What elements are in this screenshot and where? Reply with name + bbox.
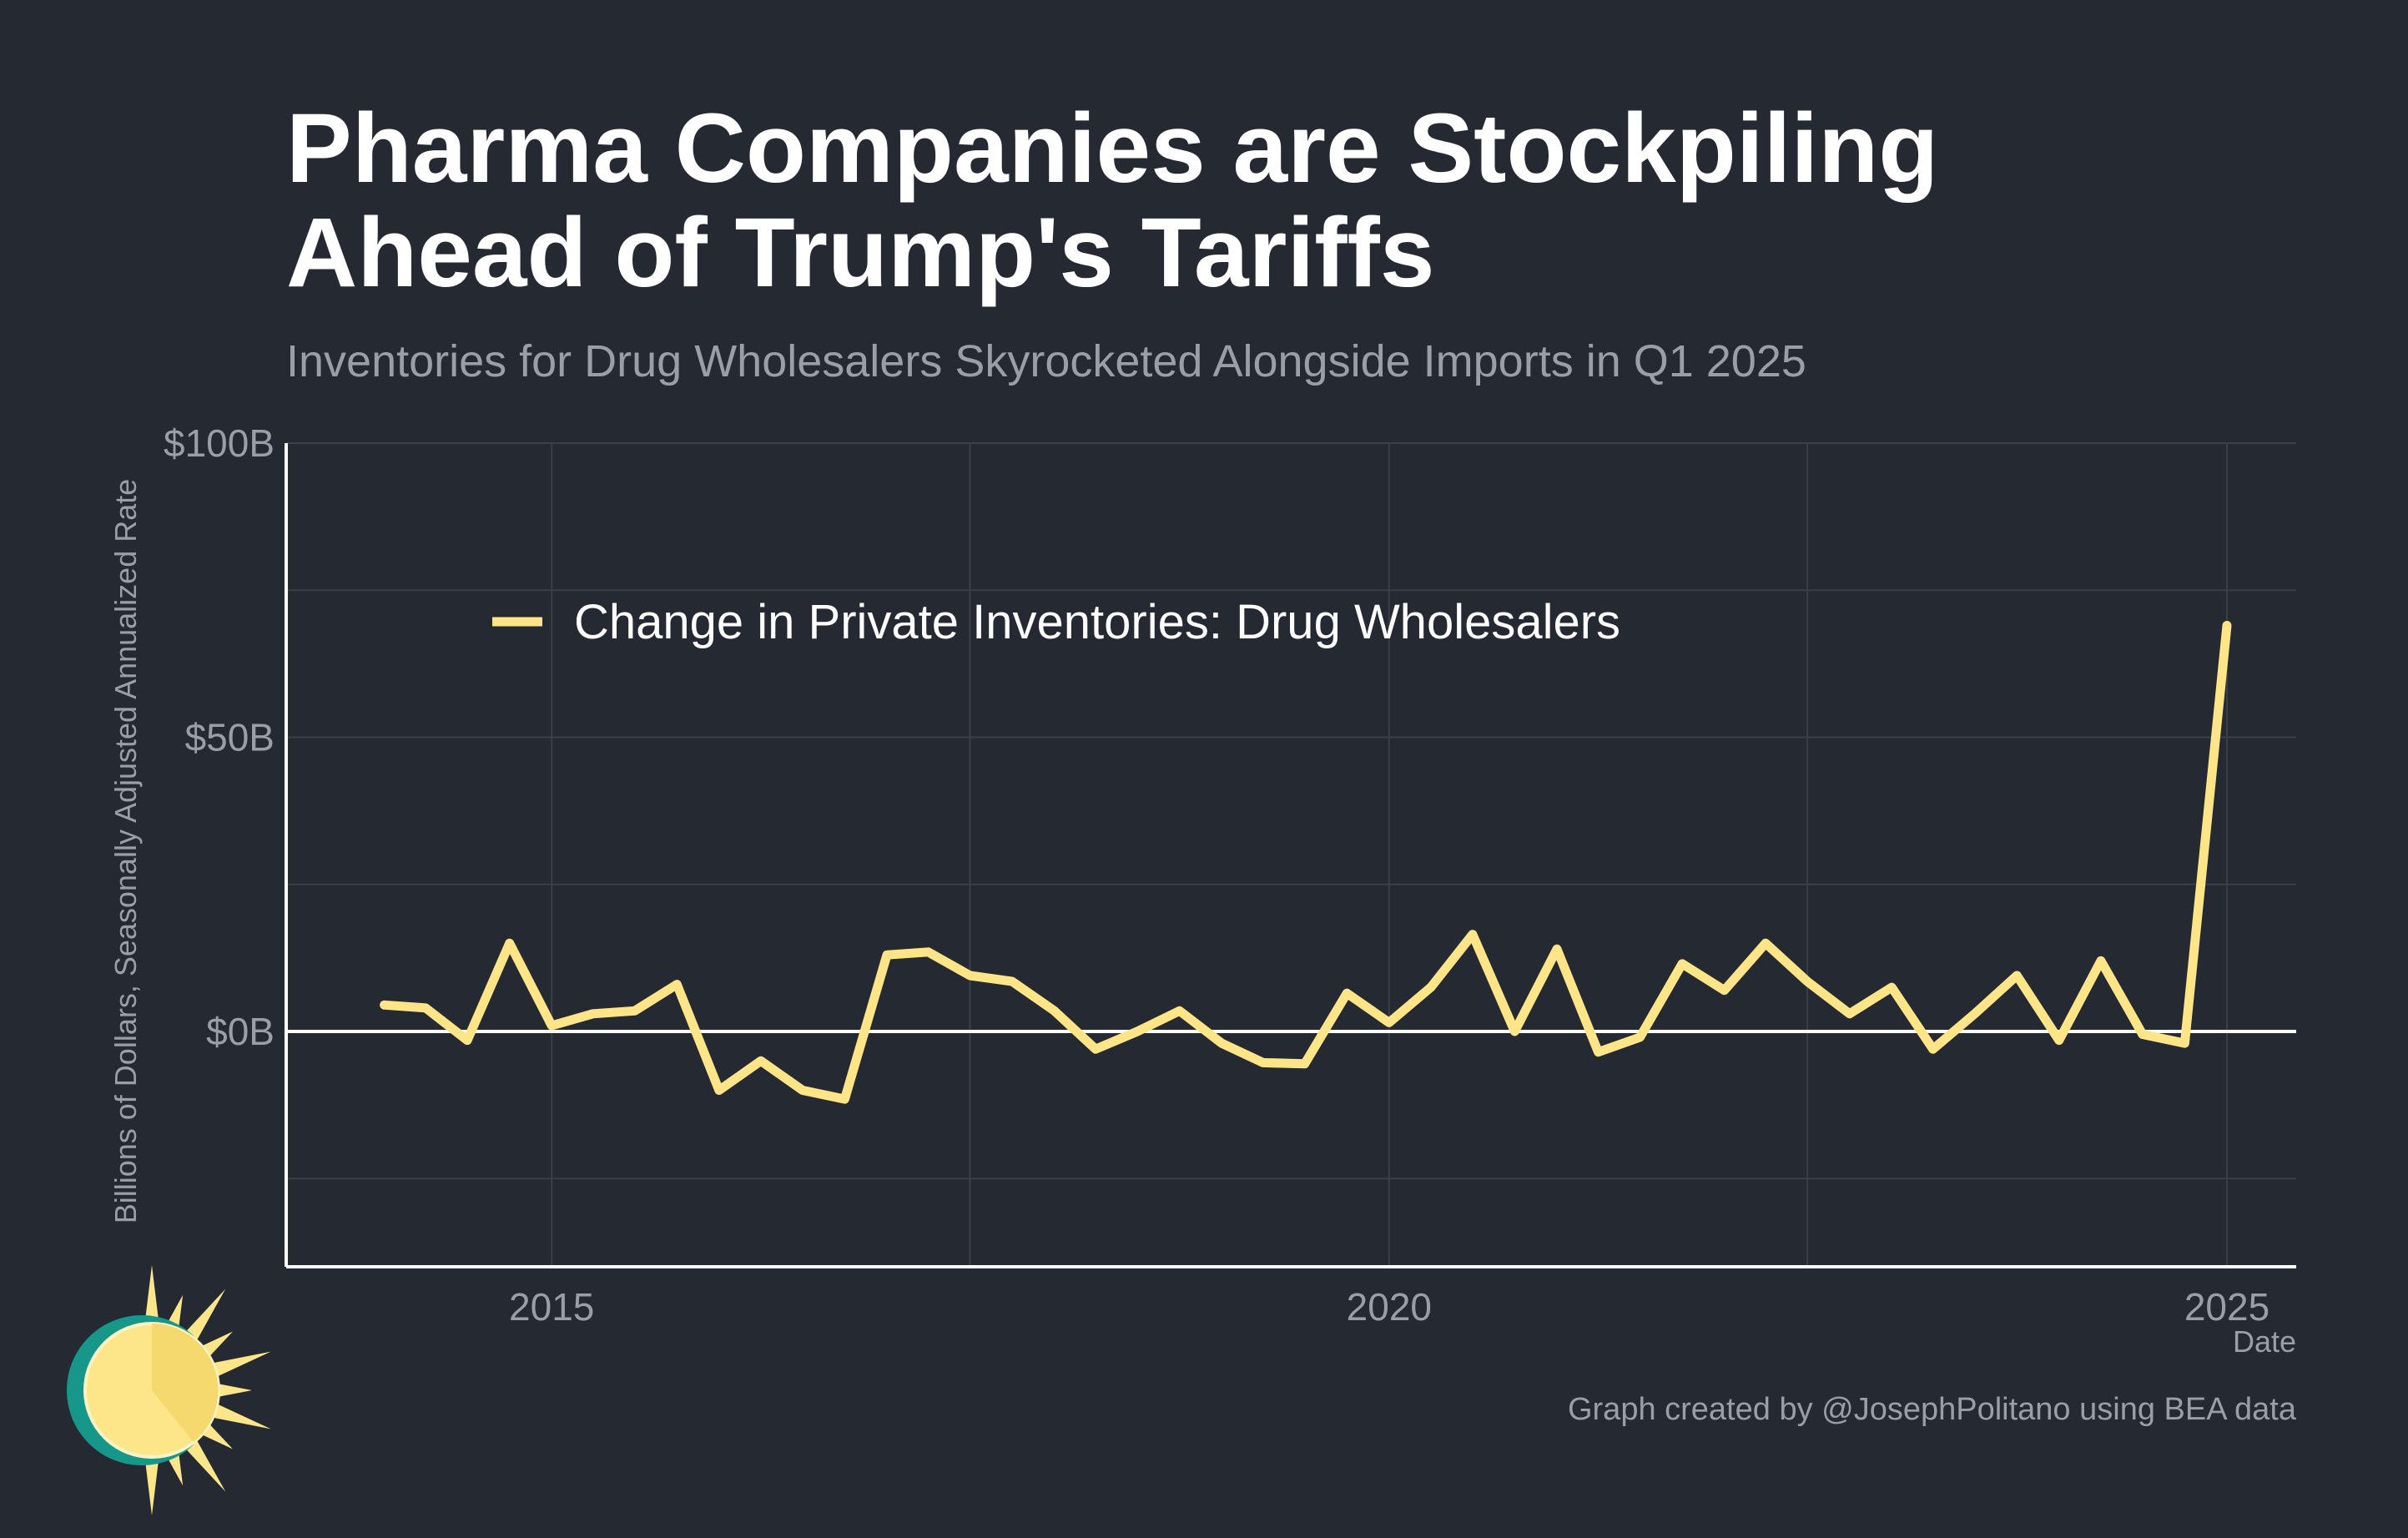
sun-logo-icon xyxy=(67,1265,271,1515)
series-line xyxy=(380,621,2232,1104)
sun-ray xyxy=(204,1351,271,1380)
y-tick-label: $100B xyxy=(164,421,275,465)
series-lines xyxy=(380,621,2232,1104)
y-axis-title: Billions of Dollars, Seasonally Adjusted… xyxy=(108,479,143,1224)
x-tick-label: 2015 xyxy=(509,1285,594,1329)
sun-ray xyxy=(204,1400,271,1430)
y-tick-label: $0B xyxy=(206,1010,275,1053)
y-tick-label: $50B xyxy=(185,716,275,759)
source-caption: Graph created by @JosephPolitano using B… xyxy=(1568,1392,2297,1427)
legend-label: Change in Private Inventories: Drug Whol… xyxy=(574,595,1620,649)
legend: Change in Private Inventories: Drug Whol… xyxy=(492,595,1620,649)
axes xyxy=(285,443,2296,1268)
logo-sun-shade xyxy=(152,1324,219,1442)
x-axis-title: Date xyxy=(2233,1324,2296,1359)
x-tick-label: 2025 xyxy=(2184,1285,2269,1329)
chart-title-line-2: Ahead of Trump's Tariffs xyxy=(286,198,1434,308)
tick-labels: $100B $50B $0B 2015 2020 2025 xyxy=(164,421,2269,1329)
sun-ray xyxy=(209,1382,252,1399)
chart-title-line-1: Pharma Companies are Stockpiling xyxy=(286,93,1938,204)
grid-lines xyxy=(286,442,2296,1267)
chart-subtitle: Inventories for Drug Wholesalers Skyrock… xyxy=(286,336,1806,386)
x-tick-label: 2020 xyxy=(1347,1285,1432,1329)
